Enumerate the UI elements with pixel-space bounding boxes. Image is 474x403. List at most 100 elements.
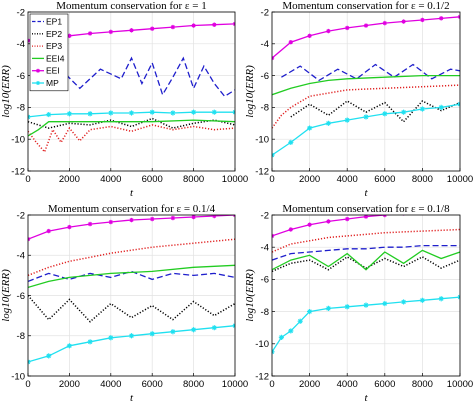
series-line-ep2 — [290, 100, 460, 123]
legend-box — [29, 13, 69, 92]
subplot-epsilon-1: 0 2000 4000 6000 8000 10000 -12 -10 -8 -6 -4 -2 Mome… — [0, 0, 248, 199]
marker-eei — [212, 215, 217, 219]
legend-label-ep1: EP1 — [46, 17, 62, 27]
marker-eei — [87, 221, 93, 227]
subplot-title: Momentum conservation for ε = 0.1/8 — [282, 203, 450, 215]
series-group — [272, 14, 460, 158]
marker-eei — [212, 22, 217, 27]
x-axis-label: t — [130, 392, 134, 403]
y-tick-label: -10 — [255, 135, 269, 146]
x-tick-label: 0 — [25, 174, 30, 185]
x-tick-label: 8000 — [412, 174, 433, 185]
series-line-ep1 — [281, 63, 460, 82]
marker-mp — [149, 109, 155, 115]
x-tick-label: 4000 — [100, 174, 121, 185]
marker-eei — [458, 209, 462, 213]
series-line-ep1 — [272, 244, 460, 261]
marker-mp — [108, 110, 114, 116]
y-axis-label: log10(ERR) — [0, 65, 12, 118]
marker-eei — [191, 215, 196, 220]
legend-label-eei4: EEI4 — [46, 53, 65, 63]
marker-eei — [67, 224, 72, 230]
y-tick-label: -2 — [261, 7, 269, 18]
x-tick-label: 4000 — [100, 379, 121, 390]
y-axis-label: log10(ERR) — [0, 269, 12, 322]
plot-area — [272, 215, 460, 376]
marker-mp — [149, 331, 155, 337]
marker-eei — [288, 40, 293, 45]
x-tick-label: 8000 — [183, 379, 204, 390]
y-tick-label: -10 — [255, 339, 269, 350]
y-tick-label: -12 — [255, 371, 269, 382]
marker-eei — [170, 24, 176, 30]
marker-eei — [382, 20, 387, 26]
x-tick-label: 2000 — [59, 174, 80, 185]
legend-label-ep2: EP2 — [46, 29, 62, 39]
series-group — [28, 215, 235, 365]
series-line-eei4 — [28, 119, 235, 137]
subplot-epsilon-0-1-over-8: 0 2000 4000 6000 8000 10000 -12 -10 -8 -6 -4 -2 Mome… — [244, 203, 473, 403]
x-tick-label: 10000 — [447, 174, 473, 185]
marker-eei — [307, 222, 312, 227]
marker-eei — [439, 16, 444, 21]
x-tick-label: 0 — [269, 174, 274, 185]
y-tick-label: -10 — [11, 135, 25, 146]
marker-mp — [401, 299, 407, 305]
marker-mp — [438, 296, 444, 302]
marker-eei — [401, 19, 406, 24]
marker-mp — [297, 318, 303, 324]
marker-mp — [419, 297, 425, 303]
marker-mp — [288, 328, 294, 334]
legend-label-ep3: EP3 — [46, 41, 62, 51]
marker-mp — [401, 109, 407, 115]
marker-mp — [46, 353, 52, 359]
axes-frame — [27, 11, 236, 172]
series-line-ep2 — [272, 256, 460, 273]
subplot-title: Momentum conservation for ε = 0.1/4 — [48, 203, 216, 215]
marker-mp — [363, 114, 369, 120]
x-tick-label: 2000 — [59, 379, 80, 390]
marker-mp — [211, 109, 217, 115]
x-tick-label: 6000 — [142, 174, 163, 185]
series-line-ep2 — [28, 295, 235, 323]
axes-frame — [271, 214, 461, 377]
marker-mp — [128, 333, 135, 339]
marker-eei — [129, 28, 134, 33]
marker-mp — [87, 339, 93, 345]
marker-eei — [345, 25, 350, 31]
marker-eei — [150, 26, 155, 31]
marker-eei — [129, 217, 134, 223]
marker-eei — [345, 216, 350, 222]
x-tick-label: 8000 — [412, 379, 433, 390]
legend-label-eei: EEI — [46, 66, 60, 76]
x-tick-label: 6000 — [374, 379, 395, 390]
series-line-eei4 — [28, 264, 235, 289]
marker-eei — [307, 33, 312, 39]
legend-marker — [36, 81, 40, 85]
series-group — [272, 209, 462, 355]
y-tick-label: -2 — [17, 7, 25, 18]
subplot-title: Momentum conservation for ε = 0.1/2 — [282, 0, 449, 12]
x-tick-label: 2000 — [299, 174, 320, 185]
x-axis-label: t — [364, 187, 368, 199]
y-tick-label: -12 — [11, 166, 25, 177]
marker-eei — [46, 228, 51, 234]
subplot-epsilon-0-1-over-4: 0 2000 4000 6000 8000 10000 -10 -8 -6 -4 -2 Momentu… — [0, 203, 248, 403]
series-line-ep3 — [28, 238, 235, 277]
marker-eei — [363, 23, 369, 28]
marker-eei — [108, 29, 113, 35]
x-axis-label: t — [364, 392, 368, 403]
marker-eei — [87, 31, 93, 36]
y-tick-label: -8 — [261, 103, 269, 114]
legend-marker — [36, 68, 40, 73]
y-tick-label: -6 — [261, 275, 269, 286]
marker-mp — [46, 111, 52, 118]
y-tick-label: -4 — [261, 243, 269, 254]
marker-mp — [382, 111, 388, 117]
y-tick-label: -2 — [261, 210, 269, 221]
y-tick-label: -8 — [17, 103, 25, 114]
marker-mp — [278, 334, 284, 340]
marker-mp — [128, 110, 135, 116]
marker-mp — [87, 111, 93, 117]
